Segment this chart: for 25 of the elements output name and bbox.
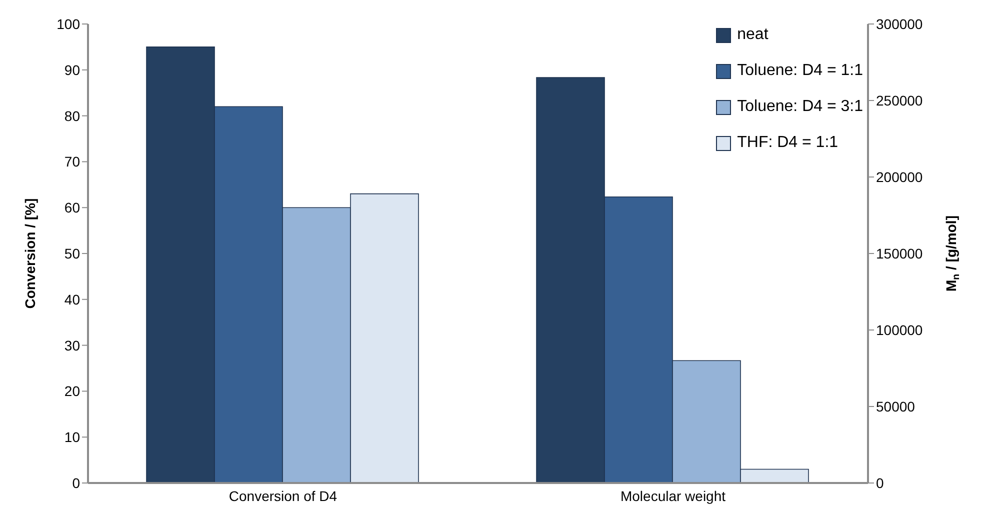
y-tick-label: 50 xyxy=(64,245,80,262)
y-tick-label: 60 xyxy=(64,200,80,216)
y-axis-title: Conversion / [%] xyxy=(22,198,38,309)
y-tick-label: 20 xyxy=(64,383,80,400)
x-tick-label: Molecular weight xyxy=(620,488,726,504)
legend-label: THF: D4 = 1:1 xyxy=(737,134,838,152)
y-tick-label: 70 xyxy=(64,154,80,170)
y-tick-label: 100000 xyxy=(876,322,923,338)
y-tick-label: 200000 xyxy=(876,168,923,185)
y-tick-label: 80 xyxy=(64,108,80,124)
y-tick-label: 10 xyxy=(64,429,80,446)
y-tick-label: 30 xyxy=(64,337,80,354)
y-tick-label: 250000 xyxy=(876,92,923,108)
y-tick-label: 50000 xyxy=(876,398,916,414)
y-tick-label: 90 xyxy=(64,62,80,78)
x-tick-label: Conversion of D4 xyxy=(228,488,338,504)
legend-label: Toluene: D4 = 3:1 xyxy=(737,98,863,116)
y-tick-label: 300000 xyxy=(876,16,923,32)
y-tick-label: 150000 xyxy=(876,245,923,262)
y-tick-label: 100 xyxy=(56,16,80,32)
y-tick-label: 0 xyxy=(876,474,884,491)
y-tick-label: 0 xyxy=(72,474,80,491)
legend-label: Toluene: D4 = 1:1 xyxy=(737,62,863,80)
legend-label: neat xyxy=(737,26,768,44)
y-tick-label: 40 xyxy=(64,291,80,308)
